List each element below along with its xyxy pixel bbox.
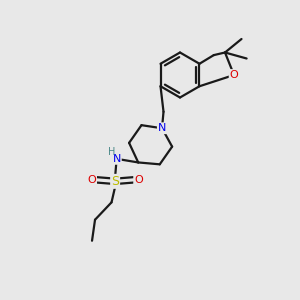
Text: O: O <box>87 175 96 185</box>
Text: O: O <box>230 70 238 80</box>
Text: N: N <box>158 123 166 133</box>
Text: H: H <box>107 147 115 157</box>
Text: S: S <box>111 175 119 188</box>
Text: N: N <box>112 154 121 164</box>
Text: O: O <box>134 175 143 185</box>
